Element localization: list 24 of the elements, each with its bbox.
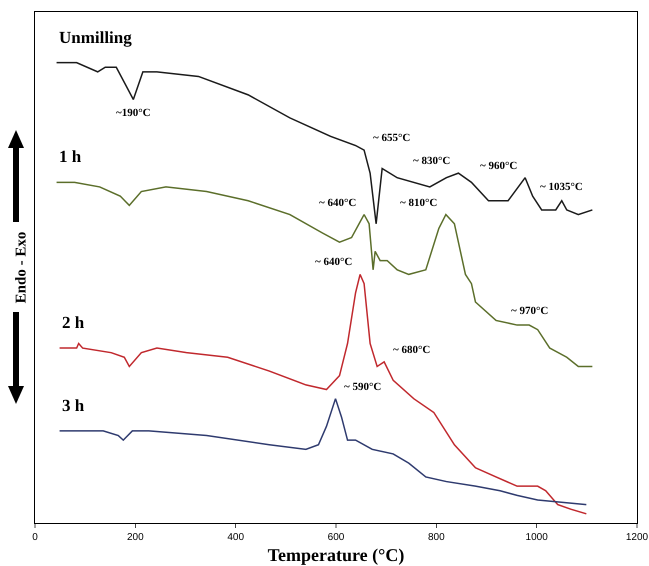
annotation: ~ 830°C <box>413 155 450 167</box>
annotation: ~ 590°C <box>344 381 382 393</box>
x-tick-label: 800 <box>428 532 446 543</box>
annotation: ~ 970°C <box>511 305 548 317</box>
x-tick-label: 600 <box>328 532 345 543</box>
annotation: ~ 1035°C <box>540 181 583 193</box>
annotation: ~190°C <box>116 107 151 119</box>
annotation: ~ 960°C <box>480 160 518 172</box>
series-label: 1 h <box>59 147 82 166</box>
x-axis-title: Temperature (°C) <box>268 545 404 566</box>
annotation: ~ 680°C <box>393 344 430 356</box>
series-label: Unmilling <box>59 28 132 47</box>
y-axis-title: Endo - Exo <box>13 232 30 304</box>
annotation: ~ 810°C <box>400 197 438 209</box>
x-tick-label: 0 <box>32 532 38 543</box>
x-tick-label: 1000 <box>526 532 548 543</box>
series-label: 3 h <box>62 396 85 415</box>
annotation: ~ 640°C <box>315 256 352 268</box>
annotation: ~ 655°C <box>373 132 410 144</box>
series-label: 2 h <box>62 313 85 332</box>
x-tick-label: 400 <box>227 532 244 543</box>
x-tick-label: 200 <box>126 532 144 543</box>
annotation: ~ 640°C <box>319 197 356 209</box>
x-tick-label: 1200 <box>626 532 649 543</box>
